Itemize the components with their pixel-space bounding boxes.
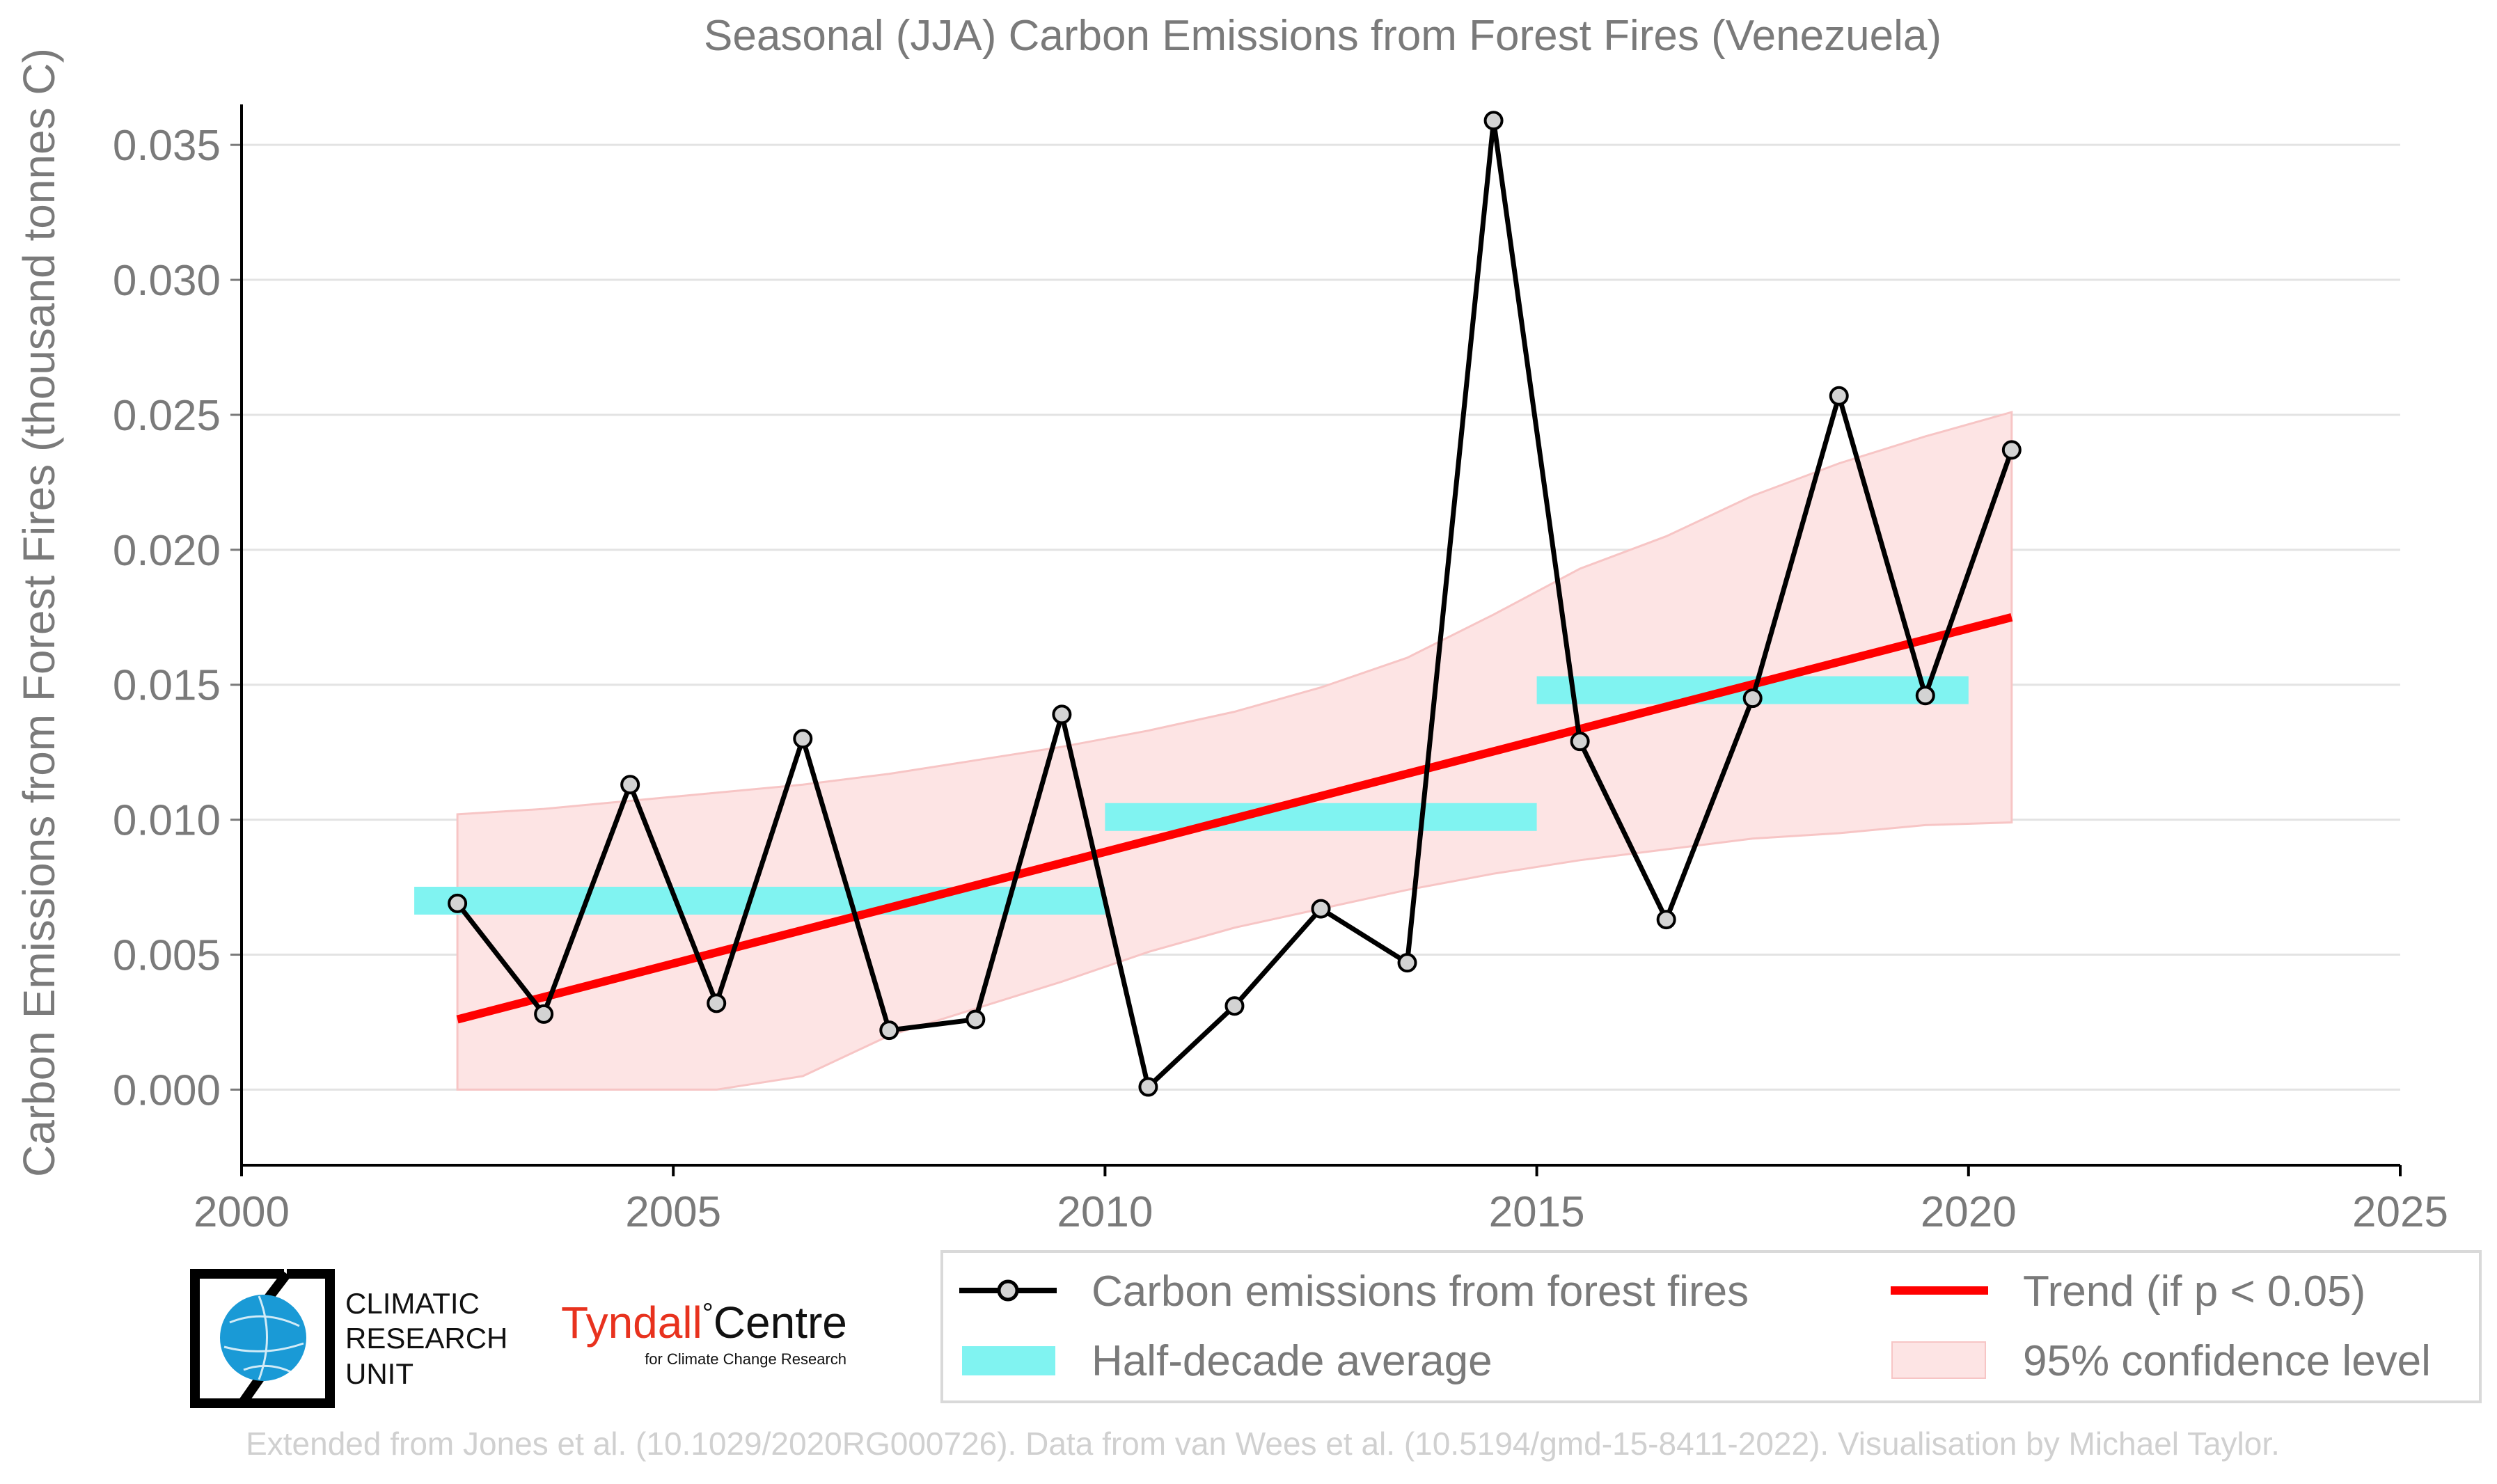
footer-credits: Extended from Jones et al. (10.1029/2020…	[246, 1426, 2280, 1462]
emissions-point	[622, 776, 638, 793]
legend-confidence-swatch	[1892, 1342, 1985, 1378]
x-tick-label: 2010	[1057, 1188, 1153, 1236]
emissions-point	[1658, 911, 1675, 928]
confidence-band	[457, 412, 2012, 1089]
emissions-point	[535, 1006, 552, 1023]
tyndall-logo-main: Tyndall	[561, 1297, 702, 1348]
emissions-point	[1313, 901, 1330, 917]
x-tick-label: 2020	[1921, 1188, 2017, 1236]
cru-logo: CLIMATIC RESEARCH UNIT	[195, 1274, 507, 1403]
x-tick-label: 2015	[1489, 1188, 1585, 1236]
y-tick-label: 0.030	[113, 257, 221, 305]
emissions-point	[967, 1011, 984, 1028]
emissions-point	[2003, 441, 2020, 458]
emissions-point	[881, 1022, 897, 1039]
emissions-point	[1399, 954, 1416, 971]
emissions-point	[1053, 706, 1070, 723]
y-tick-label: 0.010	[113, 797, 221, 845]
emissions-point	[1140, 1079, 1156, 1096]
x-tick-label: 2000	[194, 1188, 290, 1236]
legend-emissions-marker	[999, 1281, 1017, 1300]
tyndall-logo-centre: Centre	[714, 1297, 847, 1348]
confidence-band-layer	[457, 412, 2012, 1089]
cru-logo-line2: RESEARCH	[345, 1322, 507, 1355]
emissions-point	[794, 730, 811, 747]
emissions-point	[449, 895, 466, 912]
legend-confidence-label: 95% confidence level	[2023, 1337, 2431, 1385]
cru-logo-line1: CLIMATIC	[345, 1287, 480, 1320]
x-tick-label: 2005	[625, 1188, 721, 1236]
y-tick-label: 0.015	[113, 662, 221, 710]
emissions-point	[1744, 690, 1761, 707]
emissions-point	[1226, 997, 1243, 1014]
svg-text:Tyndall°Centre: Tyndall°Centre	[561, 1297, 847, 1348]
emissions-point	[1917, 687, 1934, 704]
tyndall-logo-sub: for Climate Change Research	[645, 1350, 846, 1368]
legend-trend-label: Trend (if p < 0.05)	[2023, 1268, 2365, 1316]
tyndall-logo-degree: °	[702, 1298, 714, 1329]
cru-logo-line3: UNIT	[345, 1357, 413, 1390]
legend-emissions-label: Carbon emissions from forest fires	[1092, 1268, 1749, 1316]
y-axis-label: Carbon Emissions from Forest Fires (thou…	[14, 48, 64, 1177]
x-tick-label: 2025	[2352, 1188, 2448, 1236]
y-tick-label: 0.005	[113, 932, 221, 980]
y-tick-label: 0.025	[113, 392, 221, 440]
tyndall-logo: Tyndall°Centre for Climate Change Resear…	[561, 1297, 847, 1368]
emissions-point	[1572, 733, 1589, 750]
emissions-point	[1831, 388, 1848, 404]
half-decade-bar	[1105, 803, 1536, 831]
legend-half-decade-label: Half-decade average	[1092, 1337, 1492, 1385]
legend: Carbon emissions from forest fires Trend…	[942, 1252, 2480, 1402]
emissions-point	[1486, 112, 1502, 129]
y-tick-label: 0.035	[113, 122, 221, 170]
emissions-line	[457, 120, 2012, 1087]
y-tick-label: 0.000	[113, 1066, 221, 1114]
chart-title: Seasonal (JJA) Carbon Emissions from For…	[704, 12, 1941, 60]
legend-half-decade-swatch	[962, 1346, 1055, 1375]
half-decade-bar	[414, 887, 1105, 915]
y-tick-label: 0.020	[113, 527, 221, 575]
emissions-point	[708, 995, 725, 1011]
